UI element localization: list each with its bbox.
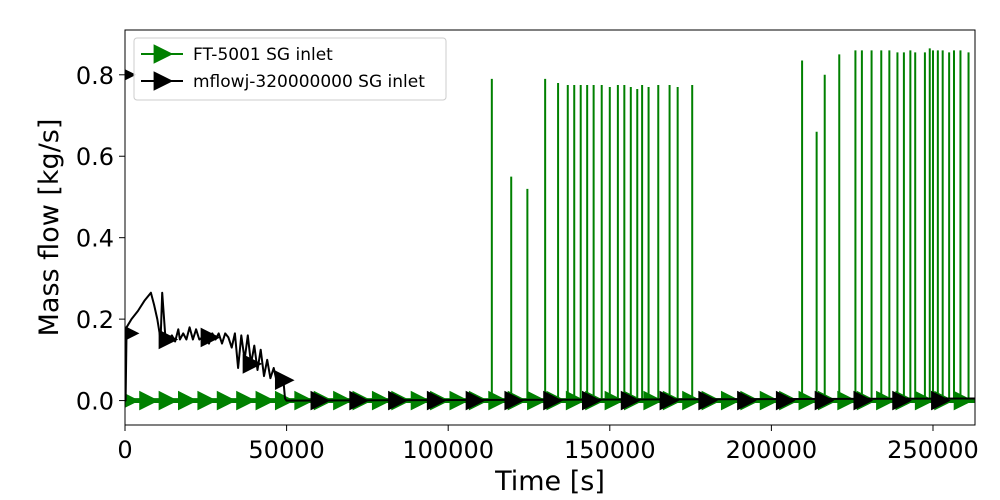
x-tick-label: 50000: [248, 436, 324, 464]
ft-5001-marker: [216, 390, 237, 411]
mflowj-marker: [125, 326, 140, 341]
ft-5001-marker: [274, 390, 295, 411]
x-tick-label: 250000: [887, 436, 979, 464]
ft-5001-marker: [139, 390, 159, 411]
ft-5001-marker: [178, 390, 198, 411]
y-tick-label: 0.4: [76, 225, 114, 253]
mflowj-marker: [737, 390, 757, 411]
mflowj-marker: [125, 69, 137, 81]
x-axis-title: Time [s]: [494, 466, 605, 497]
mflowj-marker: [931, 390, 951, 411]
ft-5001-marker: [953, 390, 974, 411]
y-tick-label: 0.8: [76, 62, 114, 90]
legend-marker-ft-5001: [153, 44, 174, 64]
y-tick-label: 0.2: [76, 306, 114, 334]
mflowj-marker: [853, 390, 874, 411]
legend-marker-mflowj: [153, 71, 174, 91]
x-tick-label: 100000: [402, 436, 494, 464]
legend: FT-5001 SG inlet mflowj-320000000 SG inl…: [133, 37, 447, 101]
mflowj-marker: [659, 390, 680, 411]
ft-5001-marker: [125, 393, 140, 408]
mflowj-marker: [242, 354, 263, 374]
mflowj-marker: [310, 390, 331, 411]
legend-box: [133, 37, 447, 101]
x-axis: 0 50000 100000 150000 200000 250000: [117, 425, 979, 464]
series-mflowj: [125, 69, 975, 411]
ft-5001-marker: [720, 390, 741, 411]
mflowj-marker: [465, 390, 486, 411]
legend-entry-mflowj: mflowj-320000000 SG inlet: [141, 71, 425, 92]
ft-5001-marker: [798, 390, 819, 411]
mflowj-marker: [543, 390, 563, 411]
y-axis: 0.0 0.2 0.4 0.6 0.8: [76, 62, 125, 416]
mflowj-marker: [274, 370, 295, 391]
ft-5001-marker: [837, 390, 857, 411]
ft-5001-marker: [197, 390, 217, 411]
y-axis-title: Mass flow [kg/s]: [34, 119, 65, 337]
legend-label-mflowj: mflowj-320000000 SG inlet: [193, 72, 425, 92]
ft-5001-marker: [759, 390, 780, 411]
ft-5001-marker: [643, 390, 664, 411]
legend-label-ft-5001: FT-5001 SG inlet: [193, 45, 333, 65]
plot-frame: [124, 29, 976, 426]
mflowj-marker: [698, 390, 718, 411]
ft-5001-marker: [682, 390, 702, 411]
mflowj-marker: [814, 390, 835, 411]
mflowj-marker: [775, 390, 796, 411]
x-tick-label: 150000: [564, 436, 656, 464]
ft-5001-marker: [914, 390, 935, 411]
mflowj-line: [125, 291, 975, 402]
ft-5001-marker: [236, 390, 256, 411]
y-tick-label: 0.0: [76, 388, 114, 416]
mflowj-marker: [158, 329, 179, 350]
mflowj-marker: [200, 327, 221, 348]
mflowj-marker: [892, 390, 912, 411]
mflowj-marker: [388, 390, 408, 411]
mflowj-marker: [581, 390, 602, 411]
ft-5001-marker: [158, 390, 179, 411]
series-ft-5001: [125, 48, 975, 411]
y-tick-label: 0.6: [76, 143, 114, 171]
mflowj-marker: [620, 390, 641, 411]
mflowj-marker: [504, 390, 525, 411]
x-tick-label: 0: [117, 436, 132, 464]
ft-5001-marker: [255, 390, 276, 411]
ft-5001-marker: [876, 390, 896, 411]
legend-entry-ft-5001: FT-5001 SG inlet: [141, 44, 333, 65]
mflowj-marker: [426, 390, 447, 411]
plot-content: [125, 48, 975, 411]
x-tick-label: 200000: [726, 436, 818, 464]
mflowj-marker: [349, 390, 369, 411]
